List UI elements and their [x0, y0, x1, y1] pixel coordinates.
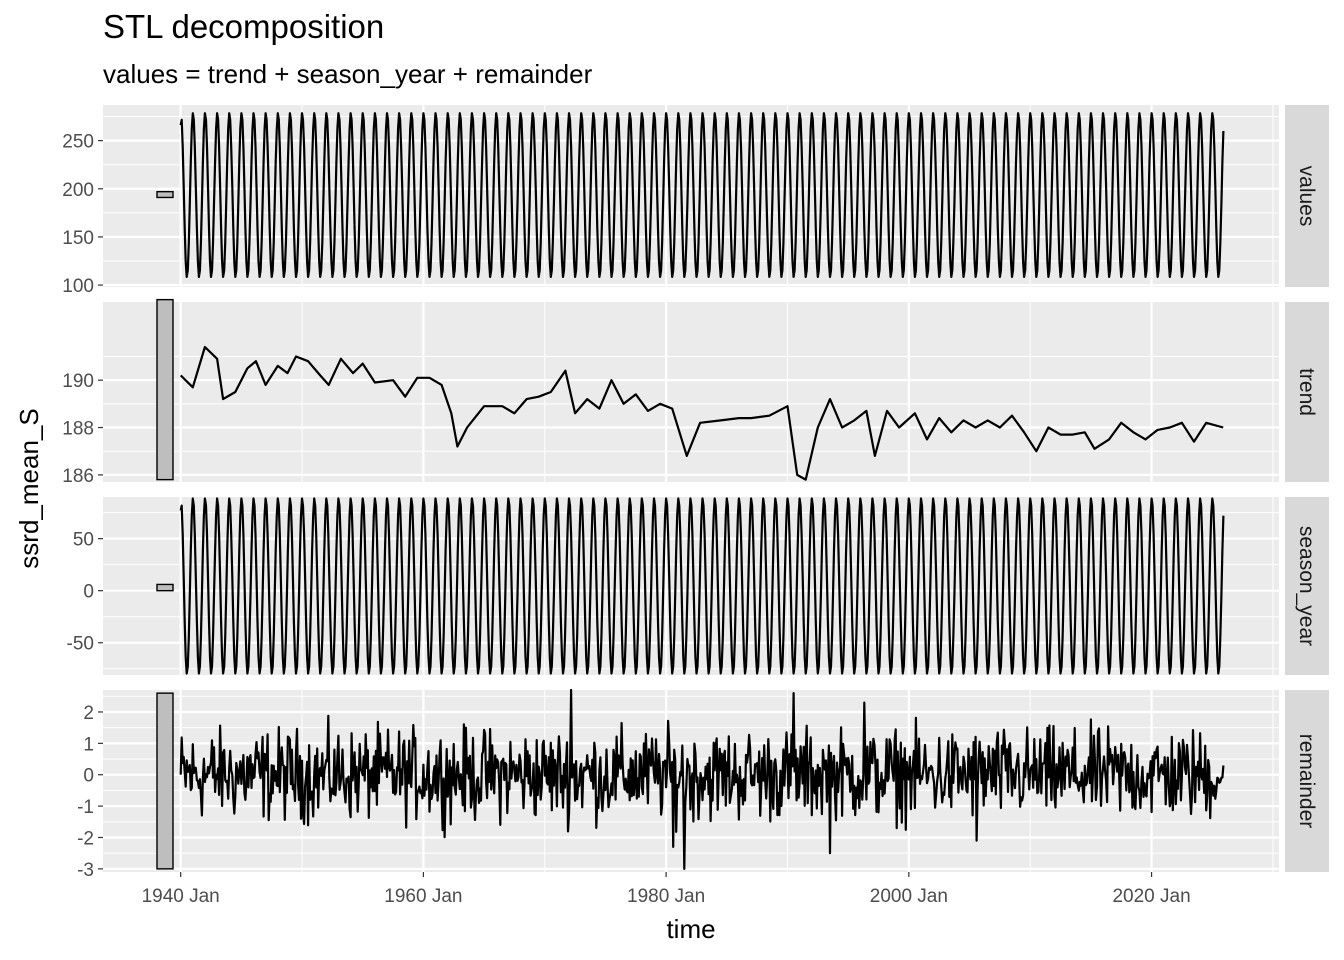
- x-tick-label: 2000 Jan: [870, 886, 948, 907]
- series-line-remainder: [179, 688, 1225, 870]
- chart-subtitle: values = trend + season_year + remainder: [103, 59, 593, 89]
- facet-strip: [1285, 690, 1329, 872]
- facet-strip-label: values: [1295, 166, 1318, 227]
- y-tick-label: -50: [67, 634, 94, 655]
- y-tick-label: 200: [62, 180, 94, 201]
- y-tick-label: 50: [73, 530, 94, 551]
- scale-bar: [156, 190, 174, 199]
- facet-strip-label: remainder: [1295, 734, 1318, 829]
- x-tick-label: 2020 Jan: [1112, 886, 1190, 907]
- x-tick-label: 1960 Jan: [384, 886, 462, 907]
- facet-strip-label: trend: [1295, 368, 1318, 416]
- y-tick-label: 0: [83, 766, 94, 787]
- y-tick-label: -2: [77, 828, 94, 849]
- y-tick-label: 1: [83, 734, 94, 755]
- x-tick-label: 1940 Jan: [142, 886, 220, 907]
- facet-strip-label: season_year: [1295, 526, 1318, 646]
- facet-strip: [1285, 497, 1329, 675]
- series-line-values: [179, 112, 1225, 278]
- y-tick-label: 100: [62, 276, 94, 297]
- panel-values: 100 150 200 250 values: [62, 105, 1329, 297]
- y-tick-label: 186: [62, 466, 94, 487]
- scale-bar: [156, 298, 174, 481]
- y-tick-label: 250: [62, 132, 94, 153]
- y-tick-label: 190: [62, 371, 94, 392]
- facet-strip: [1285, 302, 1329, 482]
- panel-background: [103, 302, 1279, 482]
- panel-trend: 186 188 190 trend: [62, 298, 1329, 487]
- y-tick-label: -1: [77, 797, 94, 818]
- panel-remainder: -3 -2 -1 0 1 2 remainder: [77, 688, 1329, 881]
- scale-bar: [156, 583, 174, 592]
- y-tick-label: -3: [77, 860, 94, 881]
- y-tick-label: 2: [83, 703, 94, 724]
- chart-title: STL decomposition: [103, 8, 385, 45]
- panel-season_year: -50 0 50 season_year: [67, 497, 1329, 675]
- y-tick-label: 188: [62, 419, 94, 440]
- x-tick-label: 1980 Jan: [627, 886, 705, 907]
- y-tick-label: 150: [62, 228, 94, 249]
- series-line-trend: [179, 345, 1224, 481]
- facet-strip: [1285, 105, 1329, 287]
- y-axis-title: ssrd_mean_S: [14, 408, 44, 568]
- y-tick-label: 0: [83, 582, 94, 603]
- series-line-season_year: [179, 497, 1225, 675]
- scale-bar: [156, 692, 174, 870]
- x-axis-title: time: [666, 914, 715, 944]
